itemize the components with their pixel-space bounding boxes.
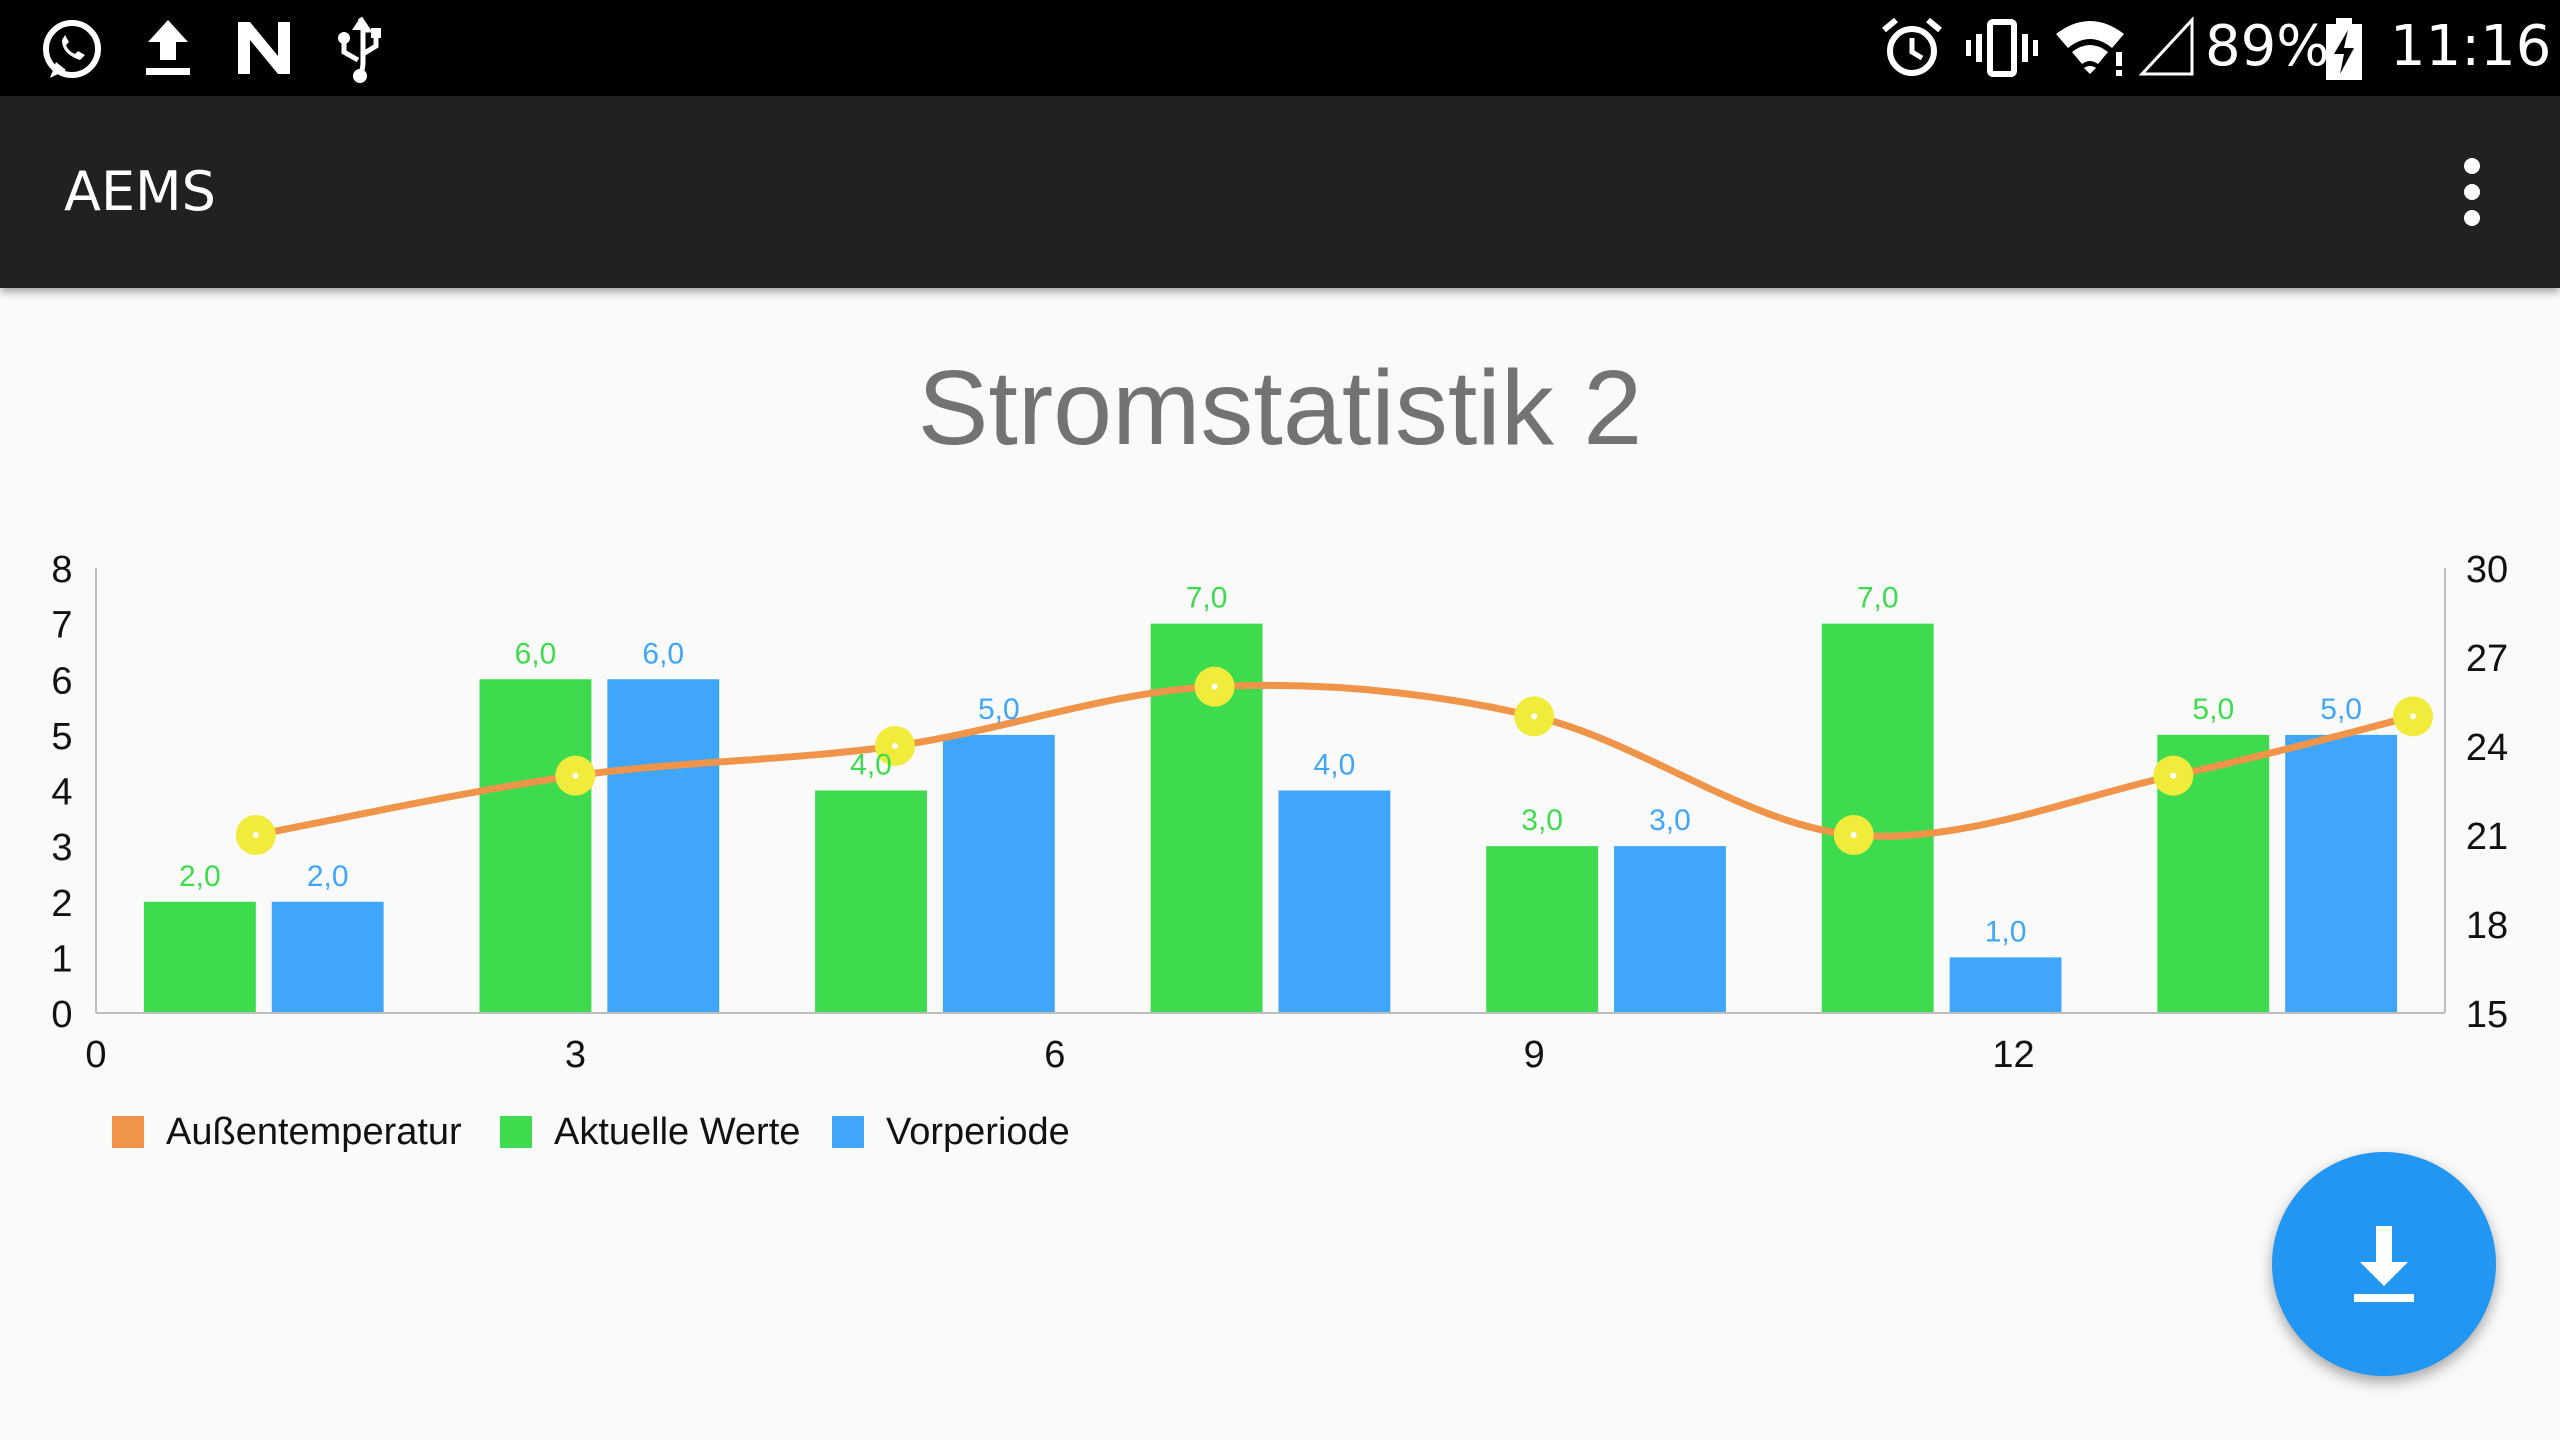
chart-container: Stromstatistik 2 2,0 6,0 4,0 7,0 3,0 7,0 5,0 2,… <box>0 288 2560 1188</box>
temperature-point-center <box>2410 713 2417 720</box>
y-left-tick-label: 0 <box>51 994 72 1036</box>
bar-value-label: 1,0 <box>1985 915 2027 948</box>
app-bar: AEMS <box>0 96 2560 288</box>
bar <box>479 679 592 1013</box>
signal-icon <box>2138 16 2194 76</box>
bar-value-label: 5,0 <box>978 693 1020 726</box>
legend-label: Außentemperatur <box>166 1111 462 1153</box>
y-left-tick-label: 7 <box>51 605 72 647</box>
alarm-icon <box>1882 17 1942 76</box>
bar <box>942 734 1055 1013</box>
bar-value-label: 3,0 <box>1521 804 1563 837</box>
battery-charging-icon <box>2326 18 2362 80</box>
temperature-point-center <box>2170 772 2177 779</box>
bar-value-label: 4,0 <box>850 749 892 782</box>
bar <box>1614 846 1726 1013</box>
menu-dot <box>2464 158 2480 174</box>
temperature-point-center <box>891 743 898 749</box>
y-left-tick-label: 1 <box>51 938 72 980</box>
bar-value-label: 7,0 <box>1857 582 1899 615</box>
x-tick-label: 9 <box>1524 1034 1545 1076</box>
x-tick-label: 6 <box>1044 1034 1065 1076</box>
bar-value-label: 3,0 <box>1649 804 1691 837</box>
bar-value-label: 7,0 <box>1186 582 1228 615</box>
legend-label: Vorperiode <box>886 1111 1070 1153</box>
legend-swatch <box>832 1116 864 1148</box>
app-title: AEMS <box>64 160 216 223</box>
legend-label: Aktuelle Werte <box>554 1111 800 1153</box>
bar <box>1278 790 1391 1013</box>
y-left-tick-label: 5 <box>51 716 72 758</box>
menu-dot <box>2464 184 2480 200</box>
y-left-tick-label: 3 <box>51 827 72 869</box>
whatsapp-icon <box>43 20 101 78</box>
bar <box>143 901 256 1013</box>
chart: Stromstatistik 2 2,0 6,0 4,0 7,0 3,0 7,0 5,0 2,… <box>51 349 2508 1153</box>
bar <box>1486 846 1599 1013</box>
bar-value-label: 2,0 <box>179 860 221 893</box>
x-tick-label: 3 <box>565 1034 586 1076</box>
y-right-tick-label: 30 <box>2466 549 2508 591</box>
temperature-point-center <box>1850 832 1857 838</box>
upload-icon <box>146 20 190 75</box>
download-icon <box>2354 1226 2414 1302</box>
temperature-point-center <box>572 772 579 779</box>
bar-value-label: 4,0 <box>1314 749 1356 782</box>
bar <box>1949 957 2062 1013</box>
bar <box>1821 623 1934 1013</box>
legend-swatch <box>500 1116 532 1148</box>
y-right-tick-label: 24 <box>2466 727 2508 769</box>
temperature-point-center <box>1531 713 1538 720</box>
status-time: 11:16 <box>2390 14 2552 79</box>
temperature-point-center <box>1211 683 1218 690</box>
bar-value-label: 6,0 <box>642 637 684 670</box>
status-bar: 89% 11:16 <box>0 0 2560 96</box>
bar <box>271 901 384 1013</box>
bar-value-label: 6,0 <box>515 637 557 670</box>
y-right-tick-label: 27 <box>2466 638 2508 680</box>
y-left-tick-label: 6 <box>51 660 72 702</box>
legend-swatch <box>112 1116 144 1148</box>
y-right-tick-label: 15 <box>2466 994 2508 1036</box>
vibrate-icon <box>1966 19 2038 77</box>
temperature-line <box>255 681 2414 840</box>
bar-value-label: 2,0 <box>307 860 349 893</box>
y-left-tick-label: 8 <box>51 549 72 591</box>
bar <box>607 679 720 1013</box>
temperature-point-center <box>252 832 259 838</box>
y-left-tick-label: 4 <box>51 772 72 814</box>
y-right-tick-label: 18 <box>2466 905 2508 947</box>
menu-dot <box>2464 210 2480 226</box>
bar-value-label: 5,0 <box>2192 693 2234 726</box>
more-vert-icon[interactable] <box>2440 152 2504 232</box>
x-tick-label: 0 <box>85 1034 106 1076</box>
wifi-icon <box>2056 21 2124 76</box>
y-left-tick-label: 2 <box>51 883 72 925</box>
bar <box>2285 734 2398 1013</box>
x-tick-label: 12 <box>1992 1034 2034 1076</box>
battery-percent: 89% <box>2205 14 2330 79</box>
y-right-tick-label: 21 <box>2466 816 2508 858</box>
bar <box>815 790 927 1013</box>
bar-value-label: 5,0 <box>2320 693 2362 726</box>
chart-title: Stromstatistik 2 <box>918 349 1643 467</box>
n-icon <box>238 22 290 74</box>
download-button[interactable] <box>2272 1152 2496 1376</box>
usb-icon <box>338 16 381 83</box>
